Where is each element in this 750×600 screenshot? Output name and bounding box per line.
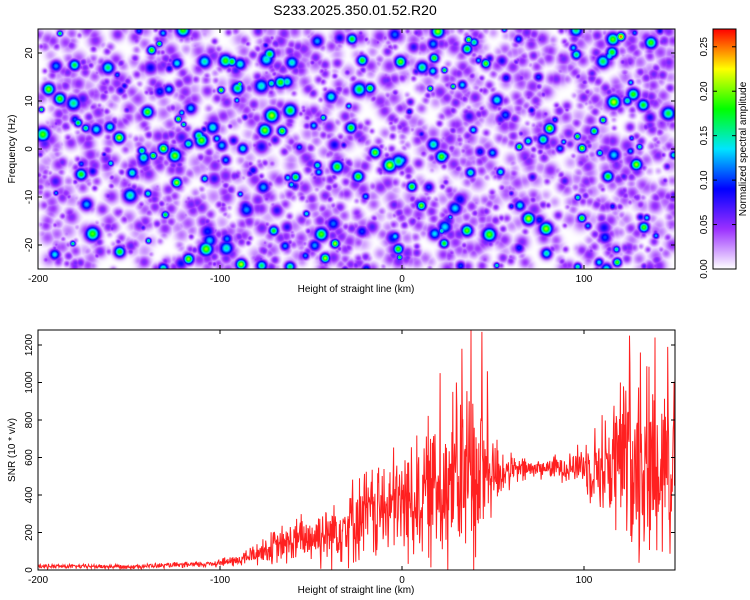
snr-xlabel: Height of straight line (km) [298, 585, 415, 596]
colorbar-tick-label: 0.05 [699, 214, 710, 234]
snr-ytick-label: 200 [24, 524, 35, 541]
heatmap-ylabel: Frequency (Hz) [7, 115, 18, 184]
colorbar-fill [713, 29, 736, 269]
heatmap-ytick-label: 10 [24, 95, 35, 107]
heatmap-ytick-label: 20 [24, 47, 35, 59]
snr-xtick-label: 0 [399, 575, 405, 586]
colorbar: 0.00 0.05 0.10 0.15 0.20 0.25 Normalized spec… [699, 28, 749, 279]
figure-title: S233.2025.350.01.52.R20 [273, 2, 437, 18]
snr-series-line [38, 330, 675, 570]
colorbar-label: Normalized spectral amplitude [738, 81, 749, 216]
heatmap-xtick-label: -200 [28, 274, 48, 285]
heatmap-ytick-label: 0 [24, 146, 35, 152]
snr-ytick-label: 800 [24, 411, 35, 428]
snr-ytick-label: 0 [24, 567, 35, 573]
snr-frame [37, 329, 676, 571]
heatmap-ytick-label: -10 [24, 189, 35, 204]
snr-xtick-label: 100 [576, 575, 593, 586]
snr-ytick-label: 600 [24, 449, 35, 466]
snr-ylabel: SNR (10 * v/v) [7, 418, 18, 482]
colorbar-tick-label: 0.10 [699, 170, 710, 190]
snr-ytick-label: 400 [24, 486, 35, 503]
snr-xtick-label: -200 [28, 575, 48, 586]
heatmap-xtick-label: 100 [576, 274, 593, 285]
spectrogram-image [38, 29, 675, 269]
colorbar-frame [712, 28, 737, 270]
snr-ytick-label: 1000 [24, 371, 35, 394]
colorbar-tick-label: 0.15 [699, 125, 710, 145]
colorbar-ticks: 0.00 0.05 0.10 0.15 0.20 0.25 [699, 37, 736, 279]
heatmap-xlabel: Height of straight line (km) [298, 284, 415, 295]
snr-xtick-label: -100 [210, 575, 230, 586]
snr-ytick-label: 1200 [24, 333, 35, 356]
colorbar-tick-label: 0.25 [699, 37, 710, 57]
heatmap-xtick-label: -100 [210, 274, 230, 285]
heatmap-ytick-label: -20 [24, 237, 35, 252]
heatmap-xtick-label: 0 [399, 274, 405, 285]
colorbar-tick-label: 0.20 [699, 81, 710, 101]
colorbar-tick-label: 0.00 [699, 259, 710, 279]
